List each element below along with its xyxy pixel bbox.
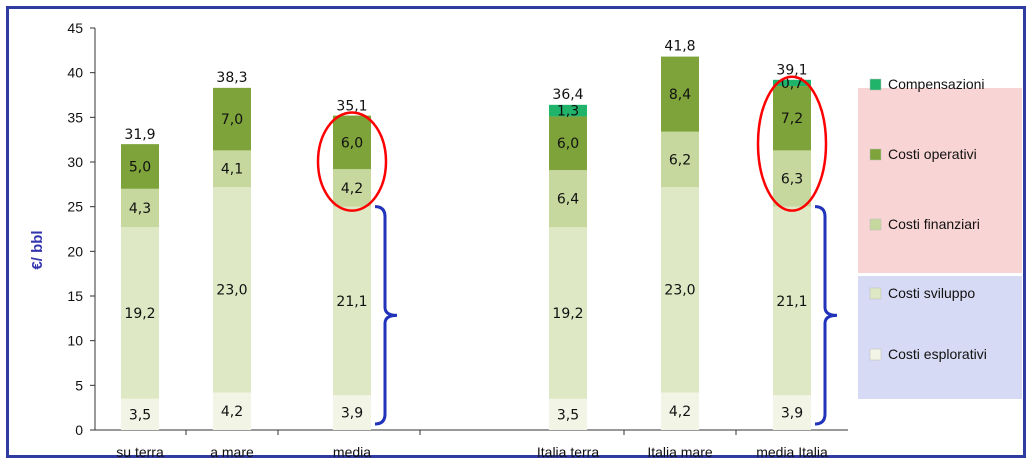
bar-segment [549, 104, 587, 117]
legend-swatch [869, 348, 882, 361]
y-tick-label: 0 [75, 422, 83, 438]
data-label: 4,2 [341, 181, 363, 197]
data-label: 6,0 [341, 135, 363, 151]
bar-segment [773, 206, 811, 396]
highlight-ellipse [316, 111, 388, 212]
bar-segment [213, 392, 251, 430]
annotations [316, 75, 838, 426]
brace-annotation [814, 205, 838, 426]
bar-segment [661, 392, 699, 430]
bars [121, 56, 811, 430]
bar-segment [773, 86, 811, 151]
bar-segment [333, 395, 371, 430]
x-tick-label: media [333, 444, 371, 460]
legend-label: Compensazioni [888, 76, 985, 92]
legend-blue-background [858, 276, 1022, 399]
data-label: 0,7 [781, 76, 803, 92]
bar-segment [661, 131, 699, 188]
data-label: 4,2 [669, 404, 691, 420]
data-label: 4,3 [129, 201, 151, 217]
data-label: 21,1 [776, 294, 807, 310]
data-label: 6,3 [781, 172, 803, 188]
total-label: 35,1 [336, 98, 367, 114]
data-label: 21,1 [336, 294, 367, 310]
legend: Compensazioni Costi operativi Costi finanz… [869, 76, 987, 362]
value-labels: 3,5 19,2 4,3 5,0 31,9 4,2 23,0 4,1 7,0 38,3 3,9 21,… [124, 39, 807, 424]
legend-swatch [869, 287, 882, 300]
y-tick-label: 40 [67, 65, 83, 81]
legend-label: Costi sviluppo [888, 285, 975, 301]
bar-segment [121, 188, 159, 228]
bar-segment [121, 227, 159, 399]
total-label: 38,3 [216, 70, 247, 86]
legend-swatch [869, 218, 882, 231]
data-label: 3,9 [781, 406, 803, 422]
total-label: 41,8 [664, 39, 695, 55]
y-axis-label: €/ bbl [29, 230, 46, 269]
data-label: 3,5 [129, 407, 151, 423]
data-label: 23,0 [664, 283, 695, 299]
bar-segment [549, 227, 587, 399]
data-label: 7,2 [781, 111, 803, 127]
bar-segment [773, 150, 811, 207]
data-label: 1,3 [557, 104, 579, 120]
data-label: 6,2 [669, 152, 691, 168]
data-label: 5,0 [129, 159, 151, 175]
bar-segment [213, 187, 251, 393]
y-tick-label: 10 [67, 333, 83, 349]
bar-segment [213, 150, 251, 188]
bar-segment [549, 170, 587, 228]
data-label: 23,0 [216, 283, 247, 299]
bar-segment [773, 395, 811, 430]
data-label: 6,4 [557, 192, 579, 208]
bar-segment [661, 56, 699, 132]
legend-pink-background [858, 88, 1022, 273]
bar-segment [333, 206, 371, 396]
legend-swatch [869, 78, 882, 91]
x-tick-label: media Italia [756, 444, 828, 460]
x-tick-label: Italia mare [647, 444, 713, 460]
legend-label: Costi esplorativi [888, 346, 987, 362]
chart-frame [6, 6, 1026, 458]
bar-segment [549, 116, 587, 171]
bar-segment [549, 398, 587, 430]
y-tick-label: 15 [67, 288, 83, 304]
data-label: 3,9 [341, 406, 363, 422]
bar-segment [213, 87, 251, 151]
legend-label: Costi operativi [888, 146, 977, 162]
data-label: 4,1 [221, 162, 243, 178]
legend-swatch [869, 148, 882, 161]
total-label: 39,1 [776, 63, 807, 79]
bar-segment [773, 79, 811, 87]
total-label: 36,4 [552, 87, 583, 103]
bar-segment [661, 187, 699, 393]
bar-segment [333, 115, 371, 170]
bar-segment [121, 398, 159, 430]
axes: 0 5 10 15 20 25 30 35 40 45 su terra a mare media Ita… [67, 20, 848, 460]
x-tick-label: a mare [210, 444, 254, 460]
y-tick-label: 5 [75, 377, 83, 393]
data-label: 8,4 [669, 87, 691, 103]
data-label: 19,2 [552, 306, 583, 322]
data-label: 19,2 [124, 306, 155, 322]
bar-segment [121, 144, 159, 189]
y-tick-label: 45 [67, 20, 83, 36]
data-label: 4,2 [221, 404, 243, 420]
bar-segment [333, 169, 371, 207]
y-tick-label: 35 [67, 109, 83, 125]
x-tick-label: Italia terra [537, 444, 599, 460]
y-tick-label: 20 [67, 243, 83, 259]
y-tick-label: 30 [67, 154, 83, 170]
legend-backgrounds [858, 88, 1022, 399]
data-label: 6,0 [557, 136, 579, 152]
brace-annotation [374, 205, 398, 426]
total-label: 31,9 [124, 127, 155, 143]
data-label: 3,5 [557, 407, 579, 423]
highlight-ellipse [756, 75, 828, 212]
y-tick-label: 25 [67, 199, 83, 215]
data-label: 7,0 [221, 112, 243, 128]
x-tick-label: su terra [116, 444, 164, 460]
legend-label: Costi finanziari [888, 216, 980, 232]
